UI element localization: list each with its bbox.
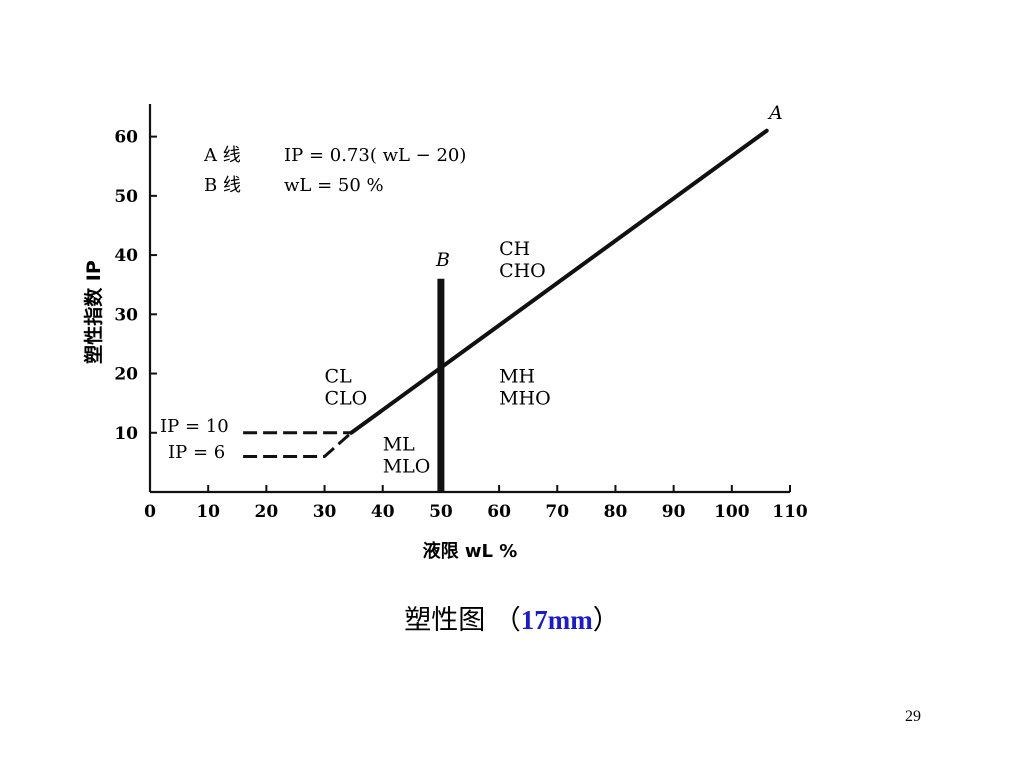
x-tick-label: 90 xyxy=(662,502,686,522)
y-axis-title: 塑性指数 IP xyxy=(82,260,105,364)
y-tick-label: 50 xyxy=(114,187,138,207)
x-tick-label: 30 xyxy=(313,502,337,522)
x-tick-label: 10 xyxy=(196,502,220,522)
y-tick-label: 20 xyxy=(114,365,138,385)
x-tick-label: 50 xyxy=(429,502,453,522)
b-line-formula: wL = 50 % xyxy=(284,175,384,196)
reference-lines xyxy=(243,431,353,458)
y-tick-label: 10 xyxy=(114,424,138,444)
caption-highlight: 17mm xyxy=(520,605,593,635)
a-line-formula: IP = 0.73( wL − 20) xyxy=(284,145,466,166)
region-code: MHO xyxy=(499,387,551,409)
x-tick-label: 60 xyxy=(487,502,511,522)
y-ticks: 10 20 30 40 50 60 xyxy=(114,128,157,444)
caption-suffix: ） xyxy=(592,605,620,636)
b-line-label: B xyxy=(435,249,450,271)
region-code: CLO xyxy=(325,387,368,409)
x-tick-label: 0 xyxy=(144,502,156,522)
x-axis-title: 液限 wL % xyxy=(423,540,518,562)
region-code: CL xyxy=(325,365,353,387)
a-line xyxy=(349,128,769,435)
x-tick-label: 70 xyxy=(545,502,569,522)
y-tick-label: 30 xyxy=(114,305,138,325)
x-ticks: 0 10 20 30 40 50 60 70 80 90 100 110 xyxy=(144,485,808,522)
y-tick-label: 40 xyxy=(114,246,138,266)
plasticity-chart: 0 10 20 30 40 50 60 70 80 90 100 110 10 20 30 40 50 60 C… xyxy=(82,102,808,562)
region-code: MH xyxy=(499,365,535,387)
equation-box: A 线 IP = 0.73( wL − 20) B 线 wL = 50 % xyxy=(203,145,466,196)
x-tick-label: 110 xyxy=(772,502,808,522)
reference-labels: IP = 10 IP = 6 xyxy=(160,416,229,463)
page-number: 29 xyxy=(905,708,921,725)
y-axis-title-text: 塑性指数 IP xyxy=(82,260,105,364)
region-code: MLO xyxy=(383,456,431,478)
a-line-name: A 线 xyxy=(203,145,241,166)
caption-prefix: 塑性图 （ xyxy=(404,605,521,636)
x-tick-label: 20 xyxy=(255,502,279,522)
x-tick-label: 40 xyxy=(371,502,395,522)
ip6-dashed-line xyxy=(243,431,353,458)
x-tick-label: 80 xyxy=(604,502,628,522)
axes xyxy=(148,104,790,494)
a-line-label: A xyxy=(767,102,783,124)
x-tick-label: 100 xyxy=(714,502,750,522)
ip6-label: IP = 6 xyxy=(168,442,225,463)
ip10-label: IP = 10 xyxy=(160,416,229,437)
figure-caption: 塑性图 （17mm） xyxy=(0,598,1024,637)
region-code: CHO xyxy=(499,260,546,282)
region-code: ML xyxy=(383,434,415,456)
region-code: CH xyxy=(499,238,530,260)
b-line-name: B 线 xyxy=(204,175,241,196)
y-tick-label: 60 xyxy=(114,128,138,148)
series-lines xyxy=(349,128,769,492)
